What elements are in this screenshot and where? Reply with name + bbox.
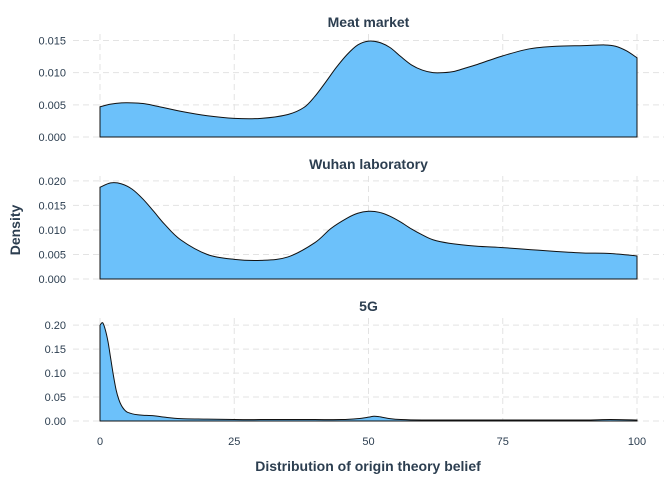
x-axis: 0 25 50 75 100	[97, 436, 646, 448]
x-tick-label: 100	[628, 436, 646, 448]
y-tick-label: 0.000	[38, 274, 66, 286]
panel-title: 5G	[359, 298, 378, 314]
y-tick-label: 0.020	[38, 176, 66, 188]
y-tick-label: 0.015	[38, 35, 66, 47]
y-tick-label: 0.15	[45, 344, 66, 356]
y-tick-label: 0.010	[38, 225, 66, 237]
y-tick-label: 0.000	[38, 132, 66, 144]
panel-2: 0.00 0.05 0.10 0.15 0.20 5G	[45, 298, 664, 428]
y-axis-title: Density	[7, 205, 23, 256]
y-tick-label: 0.00	[45, 416, 66, 428]
y-tick-label: 0.005	[38, 249, 66, 261]
x-tick-label: 75	[497, 436, 509, 448]
density-area	[99, 40, 638, 138]
panel-title: Meat market	[328, 14, 410, 30]
y-tick-label: 0.20	[45, 320, 66, 332]
y-tick-label: 0.010	[38, 68, 66, 80]
panel-1: 0.000 0.005 0.010 0.015 0.020 Wuhan laborator…	[38, 156, 664, 286]
panel-0: 0.000 0.005 0.010 0.015 Meat market	[38, 14, 664, 144]
x-tick-label: 50	[362, 436, 374, 448]
y-tick-label: 0.015	[38, 200, 66, 212]
x-tick-label: 25	[228, 436, 240, 448]
y-tick-label: 0.05	[45, 392, 66, 404]
x-axis-title: Distribution of origin theory belief	[255, 458, 481, 474]
y-tick-label: 0.10	[45, 368, 66, 380]
x-tick-label: 0	[97, 436, 103, 448]
density-area	[99, 182, 638, 280]
panel-title: Wuhan laboratory	[309, 156, 428, 172]
density-area	[99, 322, 638, 422]
y-tick-label: 0.005	[38, 100, 66, 112]
